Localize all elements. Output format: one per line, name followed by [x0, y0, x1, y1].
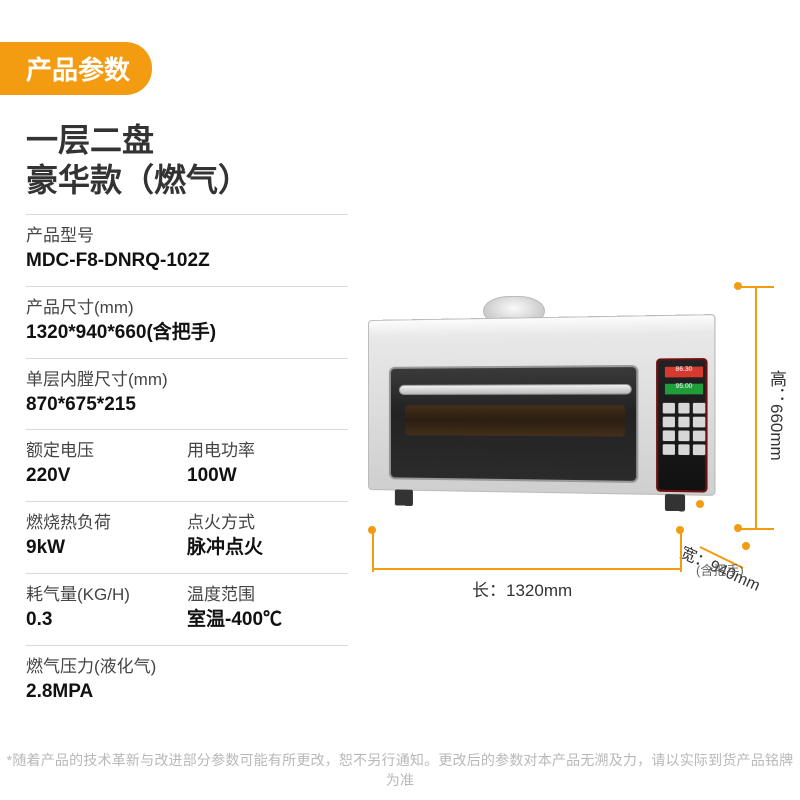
dim-dot — [742, 542, 750, 550]
dim-line — [680, 530, 682, 572]
led-display-2: 95.00 — [665, 384, 703, 395]
spec-row: 燃烧热负荷9kW点火方式脉冲点火 — [26, 501, 348, 573]
spec-label: 燃气压力(液化气) — [26, 656, 348, 678]
dim-dot — [676, 526, 684, 534]
spec-row: 产品型号MDC-F8-DNRQ-102Z — [26, 214, 348, 286]
spec-value: 100W — [187, 464, 348, 489]
dim-dot — [734, 524, 742, 532]
product-title: 一层二盘 豪华款（燃气） — [26, 120, 250, 200]
led-display-1: 86.30 — [665, 367, 703, 378]
dim-width-sub: (含把手) — [696, 560, 744, 579]
oven-icon: 86.30 95.00 — [368, 298, 696, 506]
spec-row: 额定电压220V用电功率100W — [26, 429, 348, 501]
spec-cell: 点火方式脉冲点火 — [187, 512, 348, 561]
product-illustration: 86.30 95.00 高：660mm 宽：940mm (含把手) 长：1320… — [360, 240, 790, 610]
spec-value: 室温-400℃ — [187, 608, 348, 633]
oven-handle — [399, 384, 632, 395]
spec-label: 燃烧热负荷 — [26, 512, 187, 534]
dim-line — [372, 530, 374, 572]
spec-row: 单层内膛尺寸(mm)870*675*215 — [26, 358, 348, 430]
oven-foot — [395, 489, 413, 505]
spec-cell: 耗气量(KG/H)0.3 — [26, 584, 187, 633]
spec-label: 额定电压 — [26, 440, 187, 462]
spec-label: 单层内膛尺寸(mm) — [26, 369, 348, 391]
spec-label: 产品尺寸(mm) — [26, 297, 348, 319]
dim-height: 高：660mm — [764, 370, 789, 461]
spec-value: MDC-F8-DNRQ-102Z — [26, 249, 348, 274]
spec-cell: 产品尺寸(mm)1320*940*660(含把手) — [26, 297, 348, 346]
spec-row: 产品尺寸(mm)1320*940*660(含把手) — [26, 286, 348, 358]
control-panel: 86.30 95.00 — [656, 358, 707, 493]
title-line2: 豪华款（燃气） — [26, 160, 250, 200]
spec-label: 耗气量(KG/H) — [26, 584, 187, 606]
spec-row: 耗气量(KG/H)0.3温度范围室温-400℃ — [26, 573, 348, 645]
dim-dot — [368, 526, 376, 534]
spec-value: 0.3 — [26, 608, 187, 633]
spec-value: 2.8MPA — [26, 680, 348, 705]
spec-cell: 单层内膛尺寸(mm)870*675*215 — [26, 369, 348, 418]
spec-cell: 燃气压力(液化气)2.8MPA — [26, 656, 348, 705]
spec-cell: 产品型号MDC-F8-DNRQ-102Z — [26, 225, 348, 274]
oven-window — [405, 405, 625, 437]
spec-label: 产品型号 — [26, 225, 348, 247]
spec-value: 220V — [26, 464, 187, 489]
spec-cell: 燃烧热负荷9kW — [26, 512, 187, 561]
spec-value: 9kW — [26, 536, 187, 561]
section-badge: 产品参数 — [0, 42, 152, 95]
spec-value: 1320*940*660(含把手) — [26, 321, 348, 346]
oven-door — [389, 365, 639, 483]
spec-row: 燃气压力(液化气)2.8MPA — [26, 645, 348, 717]
spec-cell: 额定电压220V — [26, 440, 187, 489]
footnote: *随着产品的技术革新与改进部分参数可能有所更改，恕不另行通知。更改后的参数对本产… — [0, 750, 800, 790]
title-line1: 一层二盘 — [26, 120, 250, 160]
dim-line — [755, 286, 757, 530]
spec-cell: 温度范围室温-400℃ — [187, 584, 348, 633]
oven-body: 86.30 95.00 — [368, 314, 715, 496]
spec-value: 脉冲点火 — [187, 536, 348, 561]
spec-cell: 用电功率100W — [187, 440, 348, 489]
dim-dot — [696, 500, 704, 508]
spec-table: 产品型号MDC-F8-DNRQ-102Z 产品尺寸(mm)1320*940*660… — [26, 214, 348, 716]
dim-length: 长：1320mm — [472, 576, 572, 601]
spec-label: 点火方式 — [187, 512, 348, 534]
spec-label: 用电功率 — [187, 440, 348, 462]
spec-value: 870*675*215 — [26, 393, 348, 418]
spec-label: 温度范围 — [187, 584, 348, 606]
dim-dot — [734, 282, 742, 290]
keypad-icon — [663, 403, 706, 488]
oven-foot — [665, 494, 685, 511]
dim-line — [372, 568, 682, 570]
